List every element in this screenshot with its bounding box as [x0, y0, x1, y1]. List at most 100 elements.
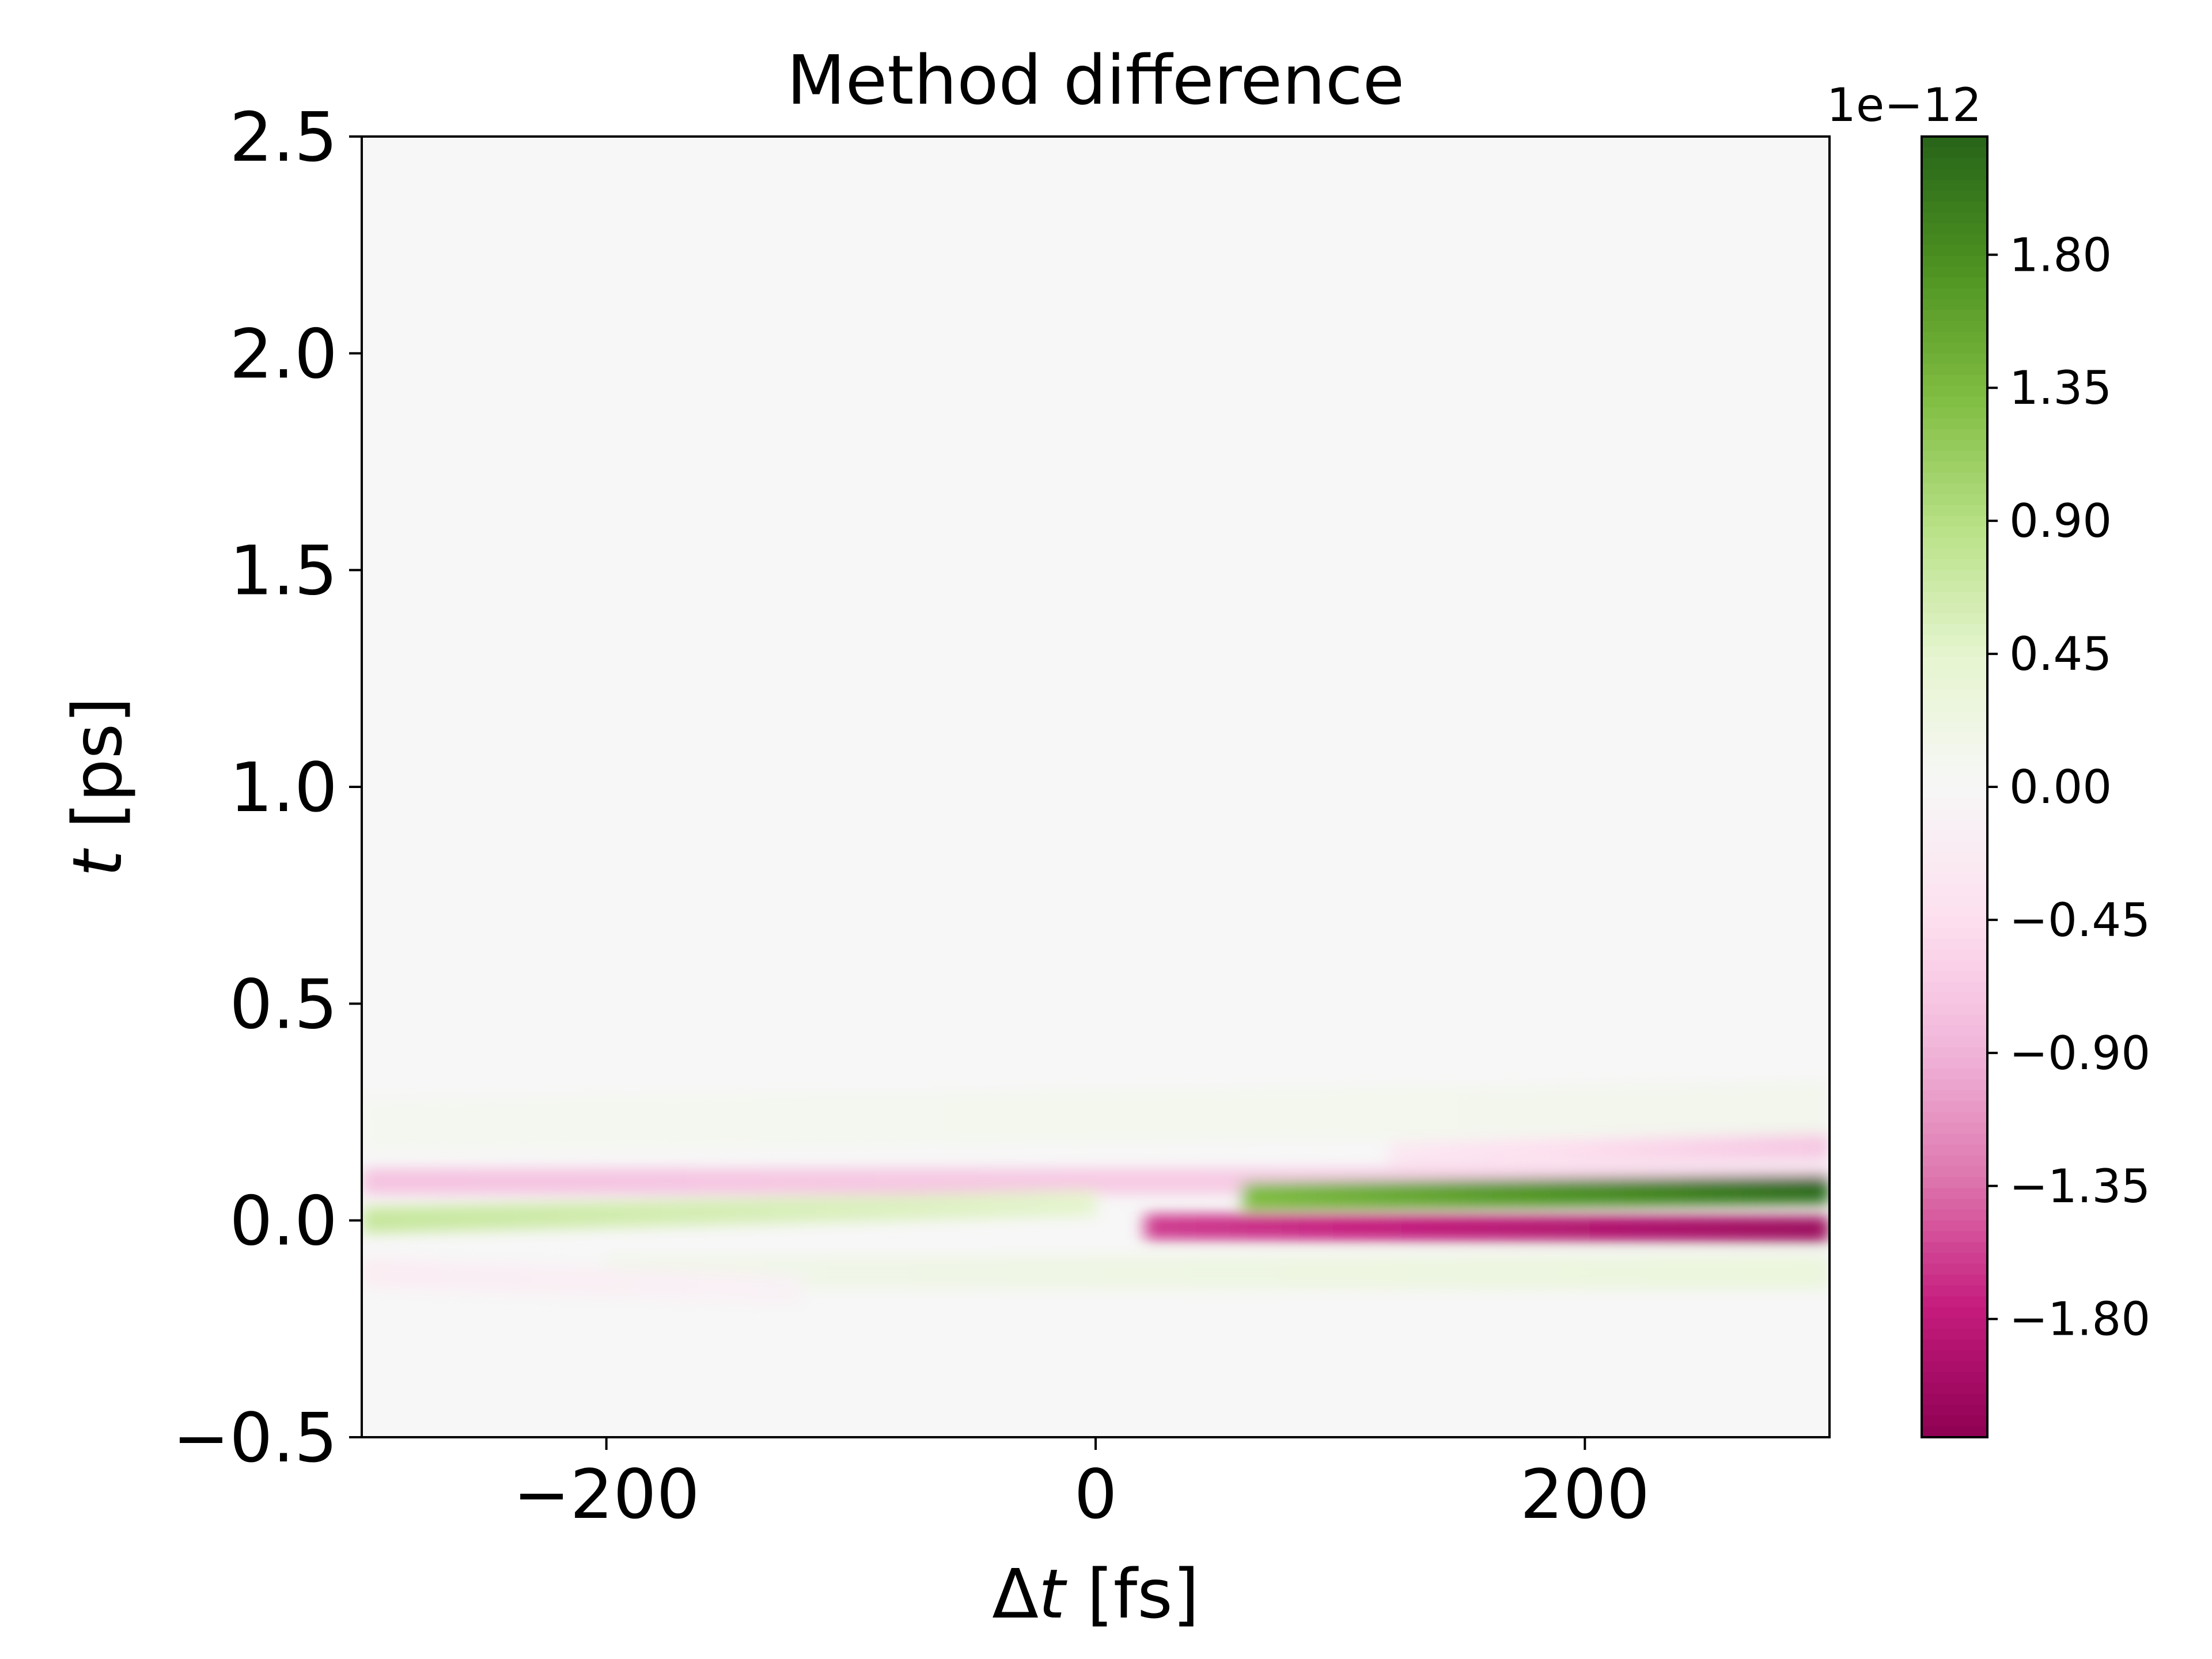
band-pink-faint-right-segment — [1554, 1139, 1566, 1165]
band-green-left-segment — [1059, 1191, 1078, 1217]
band-pink-faint-right-segment — [1818, 1134, 1830, 1160]
band-green-faint-lower-segment — [1768, 1255, 1800, 1290]
colorbar-tick-label: 0.45 — [2009, 627, 2112, 681]
band-green-left-segment — [655, 1200, 675, 1226]
colorbar-swatch — [1922, 646, 1987, 658]
band-magenta-dark-segment — [1418, 1214, 1437, 1241]
colorbar-swatch — [1922, 1025, 1987, 1037]
band-pink-faint-right-segment — [1719, 1135, 1732, 1162]
band-pink-faint-right-segment — [1444, 1141, 1456, 1168]
colorbar-swatch — [1922, 191, 1987, 202]
colorbar-swatch — [1922, 927, 1987, 940]
band-green-faint-top-segment — [1609, 1084, 1647, 1137]
plot-background — [362, 137, 1830, 1437]
colorbar-offset-label: 1e−12 — [1827, 78, 1982, 132]
colorbar-swatch — [1922, 288, 1987, 300]
colorbar-swatch — [1922, 266, 1987, 278]
band-green-left-segment — [912, 1194, 931, 1221]
colorbar-swatch — [1922, 201, 1987, 213]
band-green-faint-lower-segment — [1157, 1255, 1188, 1290]
band-magenta-dark-segment — [1726, 1215, 1745, 1242]
colorbar-swatch — [1922, 277, 1987, 289]
band-pink-faint-right-segment — [1675, 1137, 1687, 1163]
colorbar-swatch — [1922, 1166, 1987, 1178]
band-green-faint-top-segment — [435, 1098, 473, 1150]
colorbar-tick-label: −1.80 — [2009, 1293, 2150, 1346]
band-green-faint-lower-segment — [1798, 1255, 1830, 1290]
colorbar-swatch — [1922, 592, 1987, 604]
band-pink-faint-right-segment — [1521, 1139, 1533, 1166]
band-magenta-dark-segment — [1487, 1215, 1505, 1241]
x-tick-label: 200 — [1520, 1455, 1650, 1534]
band-green-dark-segment — [1521, 1179, 1537, 1208]
band-pink-faint-right-segment — [1411, 1142, 1423, 1168]
y-axis-label: t [ps] — [58, 697, 137, 877]
band-green-faint-top-segment — [1206, 1089, 1243, 1141]
band-pink-faint-right-segment — [1477, 1140, 1489, 1167]
band-pink-faint-lower-left-segment — [681, 1270, 693, 1301]
band-green-left-segment — [673, 1199, 693, 1226]
colorbar-swatch — [1922, 1285, 1987, 1297]
band-pink-faint-lower-left-segment — [582, 1266, 594, 1297]
band-green-left-segment — [857, 1195, 876, 1222]
band-pink-faint-right-segment — [1609, 1138, 1621, 1164]
band-green-faint-lower-segment — [1248, 1255, 1280, 1290]
colorbar-swatch — [1922, 570, 1987, 582]
band-magenta-dark-segment — [1624, 1215, 1642, 1242]
band-green-left-segment — [563, 1202, 583, 1229]
colorbar-swatch — [1922, 1231, 1987, 1243]
band-pink-faint-right-segment — [1587, 1138, 1599, 1165]
band-green-faint-lower-segment — [1615, 1255, 1647, 1290]
band-green-faint-top-segment — [362, 1099, 399, 1151]
colorbar-swatch — [1922, 374, 1987, 387]
band-green-faint-lower-segment — [1003, 1255, 1035, 1290]
band-green-faint-top-segment — [1463, 1085, 1500, 1138]
band-magenta-dark-segment — [1316, 1214, 1334, 1241]
band-pink-faint-right-segment — [1730, 1135, 1743, 1162]
band-green-dark-segment — [1756, 1176, 1772, 1205]
band-pink-faint-lower-left-segment — [780, 1274, 792, 1305]
band-green-faint-top-segment — [655, 1095, 693, 1147]
band-pink-faint-right-segment — [1741, 1135, 1753, 1162]
band-pink-upper-segment — [545, 1168, 583, 1195]
colorbar-swatch — [1922, 461, 1987, 474]
band-green-dark-segment — [1433, 1180, 1449, 1209]
band-green-faint-top-segment — [1573, 1084, 1610, 1137]
band-green-dark-segment — [1712, 1177, 1728, 1206]
band-magenta-dark-segment — [1298, 1214, 1317, 1241]
band-green-left-segment — [1040, 1191, 1060, 1218]
band-magenta-dark-segment — [1658, 1215, 1676, 1242]
band-green-faint-top-segment — [618, 1096, 656, 1148]
colorbar-swatch — [1922, 1047, 1987, 1059]
band-green-dark-segment — [1771, 1176, 1786, 1205]
band-pink-faint-lower-left-segment — [427, 1260, 440, 1291]
colorbar-swatch — [1922, 862, 1987, 874]
colorbar-swatch — [1922, 1123, 1987, 1135]
band-magenta-dark-segment — [1161, 1214, 1180, 1240]
colorbar-swatch — [1922, 668, 1987, 679]
band-green-faint-top-segment — [1059, 1090, 1096, 1143]
colorbar-tick-label: 0.90 — [2009, 494, 2112, 548]
band-pink-faint-lower-left-segment — [757, 1273, 770, 1304]
band-pink-faint-lower-left-segment — [472, 1262, 484, 1293]
colorbar-swatch — [1922, 765, 1987, 777]
colorbar-swatch — [1922, 494, 1987, 506]
colorbar-swatch — [1922, 516, 1987, 528]
colorbar-swatch — [1922, 603, 1987, 614]
band-pink-upper-segment — [655, 1168, 693, 1195]
band-pink-faint-right-segment — [1565, 1138, 1577, 1165]
y-tick-label: −0.5 — [172, 1398, 338, 1478]
band-pink-faint-lower-left-segment — [483, 1262, 495, 1293]
band-green-left-segment — [472, 1205, 491, 1231]
band-green-faint-lower-segment — [1493, 1255, 1525, 1290]
band-pink-faint-right-segment — [1598, 1138, 1610, 1165]
band-green-faint-top-segment — [472, 1097, 509, 1150]
band-pink-faint-lower-left-segment — [571, 1266, 583, 1297]
x-axis-label-delta: Δ — [992, 1554, 1039, 1634]
colorbar-swatch — [1922, 895, 1987, 907]
band-magenta-dark-segment — [1744, 1215, 1762, 1242]
x-tick-label: −200 — [513, 1455, 700, 1534]
colorbar-swatch — [1922, 1415, 1987, 1427]
colorbar-swatch — [1922, 635, 1987, 647]
band-green-faint-top-segment — [1756, 1082, 1794, 1135]
